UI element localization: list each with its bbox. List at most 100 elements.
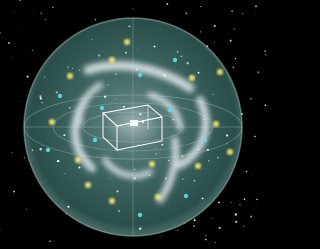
small-star [104,96,106,98]
small-star [189,162,190,163]
small-star [204,119,205,120]
star [264,50,266,52]
small-star [181,55,183,57]
small-star [138,144,139,145]
yellow-star [217,69,223,75]
cyan-star [100,106,104,110]
cyan-star [138,213,142,217]
star [252,174,253,175]
small-star [41,102,43,104]
star [205,239,207,241]
box-light [130,120,138,126]
star [33,13,34,14]
small-star [104,51,105,52]
star [246,201,247,202]
small-star [116,190,118,192]
small-star [136,69,138,71]
small-star [182,178,184,180]
star [193,225,195,227]
small-star [182,155,184,157]
star [257,71,259,73]
small-star [92,169,93,170]
star [11,57,12,58]
small-star [139,113,141,115]
small-star [198,148,200,150]
small-star [63,134,65,136]
star [27,76,29,78]
small-star [79,69,81,71]
star [214,42,215,43]
yellow-star [195,163,201,169]
star [52,7,53,8]
small-star [97,156,98,157]
small-star [155,148,156,149]
star [255,14,256,15]
yellow-star [49,119,55,125]
star [215,242,216,243]
star [177,229,178,230]
small-star [123,106,125,108]
small-star [207,149,209,151]
small-star [115,98,116,99]
star [14,11,15,12]
small-star [40,97,42,99]
small-star [40,148,42,150]
small-star [44,77,45,78]
small-star [161,144,163,146]
star [232,67,234,69]
small-star [208,160,210,162]
star [200,6,201,7]
small-star [187,62,189,64]
small-star [115,73,117,75]
star [194,218,195,219]
star [133,8,134,9]
small-star [168,160,169,161]
small-star [110,178,111,179]
small-star [154,46,156,48]
small-star [137,49,138,50]
star [193,223,194,224]
cyan-star [58,94,62,98]
star [194,219,196,221]
small-star [67,67,68,68]
star [235,213,237,215]
star [205,235,206,236]
small-star [202,197,204,199]
cyan-star [138,73,142,77]
small-star [118,210,119,211]
small-star [163,74,165,76]
small-star [134,169,135,170]
star [250,216,252,218]
small-star [92,39,93,40]
cyan-star [93,138,97,142]
star [26,209,27,210]
yellow-star [109,198,115,204]
yellow-star [124,39,130,45]
small-star [125,52,127,54]
small-star [72,68,73,69]
small-star [69,107,71,109]
star [243,226,244,227]
star [242,13,243,14]
cyan-star [168,108,172,112]
star [49,240,51,242]
star [214,25,216,27]
star [239,204,240,205]
star [231,10,233,12]
star [244,198,246,200]
yellow-star [109,57,115,63]
star [254,136,256,138]
small-star [193,180,195,182]
cyan-star [46,148,50,152]
star [255,5,257,7]
small-star [165,177,167,179]
yellow-star [67,73,73,79]
star [20,101,21,102]
small-star [81,144,82,145]
star [45,19,46,20]
page: {} [0,0,267,249]
star [24,157,25,158]
small-star [213,94,214,95]
yellow-star [227,149,233,155]
star [230,40,232,42]
